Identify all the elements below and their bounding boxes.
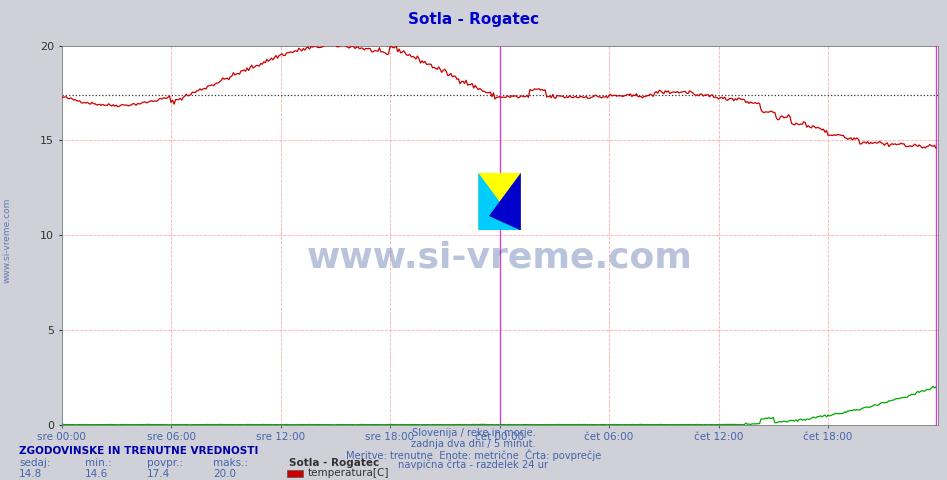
Text: 17.4: 17.4 [147,469,170,480]
Polygon shape [489,173,521,230]
Text: Slovenija / reke in morje.: Slovenija / reke in morje. [412,428,535,438]
Text: Meritve: trenutne  Enote: metrične  Črta: povprečje: Meritve: trenutne Enote: metrične Črta: … [346,449,601,461]
Text: sedaj:: sedaj: [19,458,50,468]
Text: temperatura[C]: temperatura[C] [308,468,389,478]
Text: povpr.:: povpr.: [147,458,183,468]
Text: 14.8: 14.8 [19,469,43,480]
Polygon shape [478,173,521,230]
Text: www.si-vreme.com: www.si-vreme.com [307,241,692,275]
Text: maks.:: maks.: [213,458,248,468]
Text: Sotla - Rogatec: Sotla - Rogatec [408,12,539,27]
Text: Sotla - Rogatec: Sotla - Rogatec [289,458,379,468]
Text: min.:: min.: [85,458,112,468]
Text: ZGODOVINSKE IN TRENUTNE VREDNOSTI: ZGODOVINSKE IN TRENUTNE VREDNOSTI [19,446,259,456]
Text: www.si-vreme.com: www.si-vreme.com [3,197,12,283]
Text: zadnja dva dni / 5 minut.: zadnja dva dni / 5 minut. [411,439,536,449]
Text: navpična črta - razdelek 24 ur: navpična črta - razdelek 24 ur [399,460,548,470]
Text: 20.0: 20.0 [213,469,236,480]
Text: 14.6: 14.6 [85,469,109,480]
